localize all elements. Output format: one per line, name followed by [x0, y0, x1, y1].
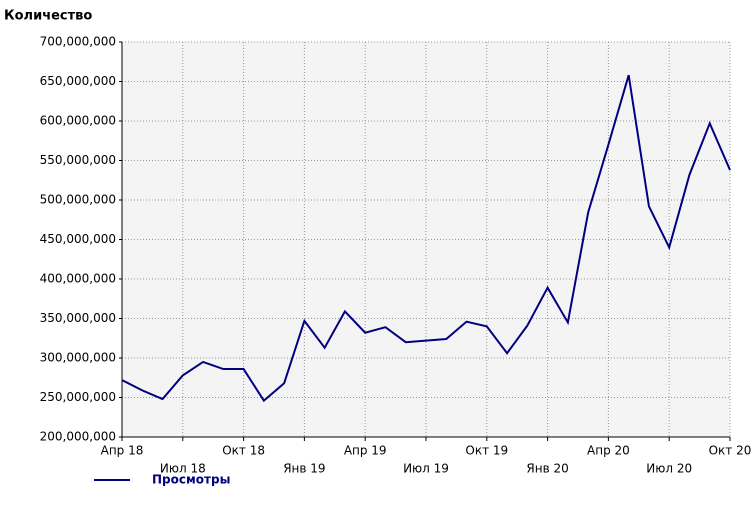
y-tick-label: 450,000,000: [40, 232, 116, 246]
y-tick-label: 500,000,000: [40, 193, 116, 207]
y-tick-label: 350,000,000: [40, 311, 116, 325]
y-tick-label: 650,000,000: [40, 74, 116, 88]
y-tick-label: 250,000,000: [40, 390, 116, 404]
x-tick-label: Июл 18: [160, 462, 206, 476]
x-tick-label: Окт 20: [709, 444, 752, 458]
x-tick-label: Апр 19: [344, 444, 387, 458]
y-tick-label: 550,000,000: [40, 153, 116, 167]
x-tick-label: Июл 20: [646, 462, 692, 476]
y-tick-label: 400,000,000: [40, 272, 116, 286]
chart-title: Количество: [4, 9, 92, 24]
x-tick-label: Окт 19: [465, 444, 508, 458]
x-tick-label: Июл 19: [403, 462, 449, 476]
y-tick-label: 200,000,000: [40, 430, 116, 444]
legend-label: Просмотры: [152, 473, 230, 487]
x-tick-label: Апр 20: [587, 444, 630, 458]
x-tick-label: Янв 20: [526, 462, 568, 476]
y-tick-label: 600,000,000: [40, 114, 116, 128]
y-tick-label: 700,000,000: [40, 35, 116, 49]
data-line: [121, 74, 731, 403]
x-tick-label: Апр 18: [101, 444, 144, 458]
y-tick-label: 300,000,000: [40, 351, 116, 365]
x-tick-label: Янв 19: [283, 462, 325, 476]
x-tick-label: Окт 18: [222, 444, 265, 458]
